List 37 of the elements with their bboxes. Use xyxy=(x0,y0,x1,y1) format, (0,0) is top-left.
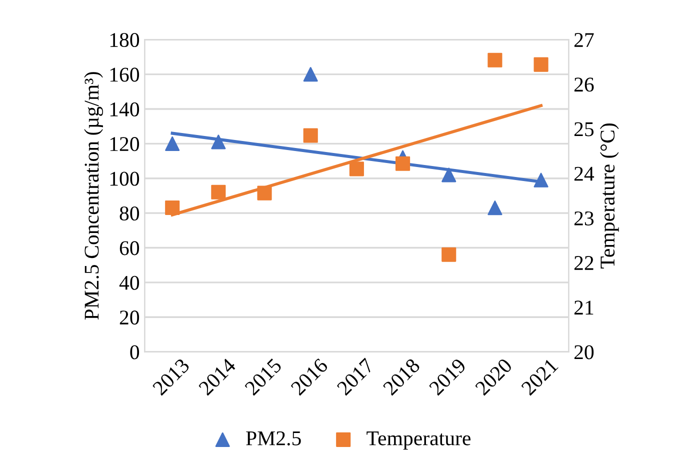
y2-tick-label: 24 xyxy=(574,166,594,181)
y2-tick-label: 27 xyxy=(574,33,594,47)
y-axis-title: PM2.5 Concentration (µg/m³) xyxy=(84,72,104,320)
y-tick-label: 140 xyxy=(110,102,140,116)
y-tick-label: 180 xyxy=(110,32,140,48)
point xyxy=(211,134,226,150)
y2-axis-title: Temperature (°C) xyxy=(600,124,619,268)
y-tick-label: 100 xyxy=(110,172,140,186)
y-tick-label: 40 xyxy=(119,276,140,290)
point xyxy=(488,200,502,216)
y2-tick-label: 21 xyxy=(574,300,594,314)
point xyxy=(534,172,548,188)
point xyxy=(303,128,318,143)
point xyxy=(211,184,226,200)
point xyxy=(395,156,410,171)
y2-tick-label: 26 xyxy=(574,78,594,92)
y-tick-label: 0 xyxy=(130,345,140,360)
y-tick-label: 160 xyxy=(110,68,140,82)
point xyxy=(257,186,272,200)
point xyxy=(488,52,502,68)
y2-tick-label: 20 xyxy=(574,345,594,360)
y2-tick-label: 22 xyxy=(574,256,594,270)
point xyxy=(442,247,456,262)
point xyxy=(349,162,364,176)
point xyxy=(303,67,318,82)
y-tick-label: 20 xyxy=(120,310,140,325)
point xyxy=(165,200,180,216)
point xyxy=(165,136,180,151)
y-tick-label: 80 xyxy=(120,206,140,220)
point xyxy=(442,168,456,182)
point xyxy=(534,57,548,72)
legend-label: PM2.5 xyxy=(246,431,301,446)
y2-tick-label: 25 xyxy=(574,122,594,136)
y-tick-label: 120 xyxy=(110,137,140,152)
y-tick-label: 60 xyxy=(120,241,140,256)
y2-tick-label: 23 xyxy=(574,211,594,226)
legend-label: Temperature xyxy=(366,432,470,450)
